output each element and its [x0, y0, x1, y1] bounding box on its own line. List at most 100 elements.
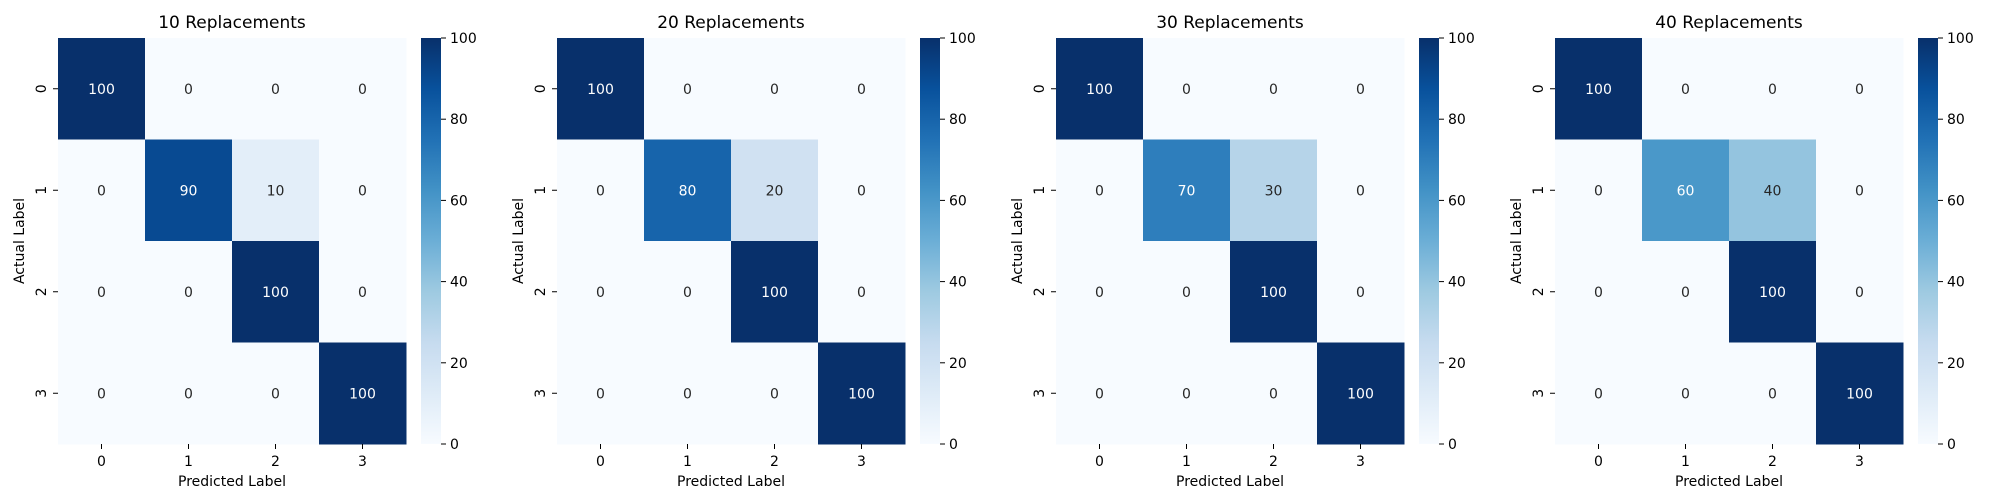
- x-tick-label: 0: [1594, 454, 1603, 470]
- heatmap-cell: [1056, 342, 1144, 445]
- cell-value-label: 100: [1846, 386, 1873, 402]
- cell-value-label: 80: [679, 183, 697, 199]
- heatmap-cell: [1056, 38, 1144, 140]
- heatmap-cell: [145, 241, 233, 343]
- cell-value-label: 0: [857, 82, 866, 98]
- cell-value-label: 100: [848, 386, 875, 402]
- colorbar-tick-label: 40: [450, 275, 468, 291]
- y-tick-label: 0: [1531, 84, 1547, 93]
- heatmap-cell: [644, 139, 732, 242]
- cell-value-label: 0: [683, 386, 692, 402]
- cell-value-label: 0: [1095, 386, 1104, 402]
- heatmap-cell: [1729, 38, 1817, 140]
- heatmap-cell: [818, 38, 906, 140]
- y-tick-label: 1: [533, 186, 549, 195]
- y-tick-label: 3: [533, 389, 549, 398]
- heatmap-cell: [731, 241, 819, 343]
- x-tick-label: 3: [358, 454, 367, 470]
- cell-value-label: 0: [97, 285, 106, 301]
- cell-value-label: 0: [1681, 285, 1690, 301]
- heatmap-cell: [58, 139, 146, 242]
- cell-value-label: 0: [184, 386, 193, 402]
- x-axis-label: Predicted Label: [1675, 474, 1783, 490]
- y-axis-label: Actual Label: [511, 198, 527, 284]
- x-tick-label: 2: [1768, 454, 1777, 470]
- cell-value-label: 0: [97, 386, 106, 402]
- cell-value-label: 100: [587, 82, 614, 98]
- y-axis-label: Actual Label: [12, 198, 28, 284]
- colorbar-tick-label: 20: [949, 356, 967, 372]
- x-tick-label: 2: [271, 454, 280, 470]
- x-axis-label: Predicted Label: [178, 474, 286, 490]
- heatmap-cell: [644, 342, 732, 445]
- heatmap-cell: [1317, 342, 1405, 445]
- heatmap-cell: [232, 38, 320, 140]
- heatmap-cell: [731, 342, 819, 445]
- y-tick-label: 0: [34, 84, 50, 93]
- cell-value-label: 0: [1095, 183, 1104, 199]
- cell-value-label: 0: [596, 386, 605, 402]
- x-tick-label: 1: [184, 454, 193, 470]
- cell-value-label: 0: [358, 285, 367, 301]
- cell-value-label: 100: [761, 285, 788, 301]
- cell-value-label: 0: [1356, 183, 1365, 199]
- cell-value-label: 0: [184, 285, 193, 301]
- colorbar: [421, 38, 441, 444]
- heatmap-cell: [1056, 241, 1144, 343]
- heatmap-cell: [557, 241, 645, 343]
- x-tick-label: 0: [596, 454, 605, 470]
- colorbar-tick-label: 100: [450, 31, 477, 47]
- cell-value-label: 0: [857, 285, 866, 301]
- cell-value-label: 100: [349, 386, 376, 402]
- x-tick-label: 0: [1095, 454, 1104, 470]
- y-tick-label: 2: [1531, 287, 1547, 296]
- chart-title: 10 Replacements: [158, 13, 306, 33]
- y-tick-label: 2: [34, 287, 50, 296]
- heatmap-cell: [1729, 241, 1817, 343]
- heatmap-cell: [731, 139, 819, 242]
- heatmap-cell: [1816, 38, 1904, 140]
- y-tick-label: 2: [533, 287, 549, 296]
- cell-value-label: 0: [1594, 285, 1603, 301]
- heatmap-cell: [232, 342, 320, 445]
- heatmap-cell: [1816, 139, 1904, 242]
- heatmap-cell: [58, 38, 146, 140]
- cell-value-label: 60: [1677, 183, 1695, 199]
- cell-value-label: 0: [358, 82, 367, 98]
- chart-title: 30 Replacements: [1156, 13, 1304, 33]
- x-tick-label: 1: [1182, 454, 1191, 470]
- cell-value-label: 0: [358, 183, 367, 199]
- heatmap-cell: [1230, 342, 1318, 445]
- colorbar-tick-label: 0: [1448, 437, 1457, 453]
- heatmap-cell: [1642, 38, 1730, 140]
- y-tick-label: 3: [1032, 389, 1048, 398]
- cell-value-label: 0: [1681, 386, 1690, 402]
- heatmap-cell: [1056, 139, 1144, 242]
- heatmap-cell: [731, 38, 819, 140]
- cell-value-label: 0: [1855, 183, 1864, 199]
- cell-value-label: 0: [271, 386, 280, 402]
- heatmap-cell: [1143, 38, 1231, 140]
- x-axis-label: Predicted Label: [677, 474, 785, 490]
- cell-value-label: 0: [683, 285, 692, 301]
- heatmap-cell: [1143, 342, 1231, 445]
- heatmap-cell: [145, 139, 233, 242]
- heatmap-cell: [818, 342, 906, 445]
- cell-value-label: 0: [1095, 285, 1104, 301]
- cell-value-label: 0: [596, 285, 605, 301]
- heatmap-cell: [1642, 342, 1730, 445]
- colorbar-tick-label: 20: [1448, 356, 1466, 372]
- heatmap-cell: [818, 241, 906, 343]
- heatmap-cell: [1230, 139, 1318, 242]
- cell-value-label: 0: [1768, 82, 1777, 98]
- x-tick-label: 2: [1269, 454, 1278, 470]
- heatmap-cell: [644, 38, 732, 140]
- y-tick-label: 1: [1032, 186, 1048, 195]
- heatmap-cell: [1143, 241, 1231, 343]
- x-tick-label: 1: [1681, 454, 1690, 470]
- heatmap-cell: [1317, 139, 1405, 242]
- heatmap-cell: [644, 241, 732, 343]
- cell-value-label: 0: [1182, 82, 1191, 98]
